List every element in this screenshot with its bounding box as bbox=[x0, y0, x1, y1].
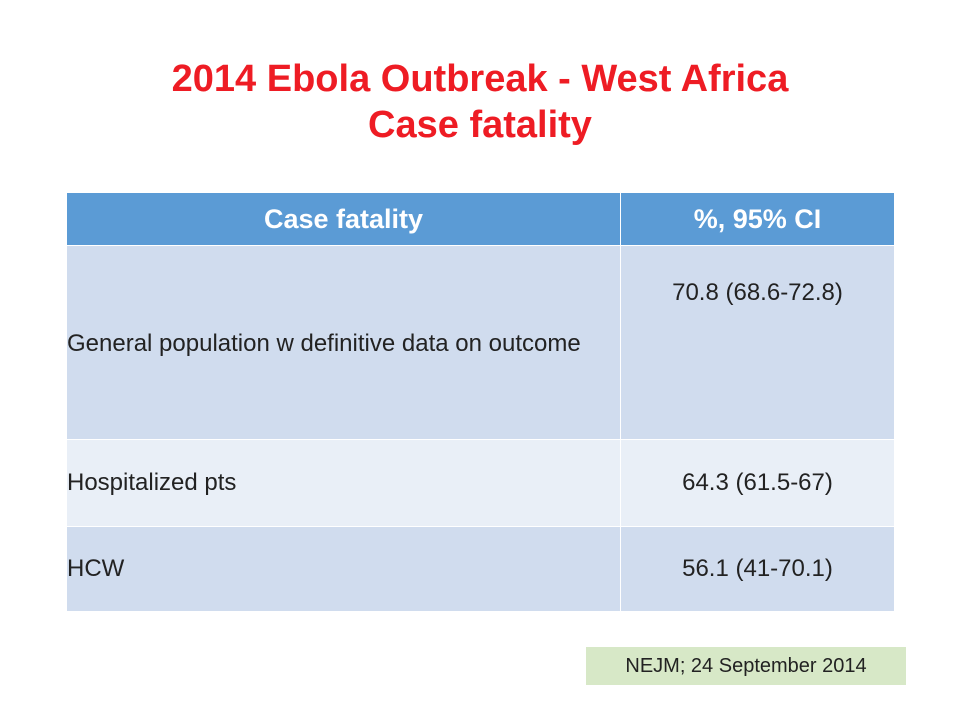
source-citation: NEJM; 24 September 2014 bbox=[586, 647, 906, 685]
slide-title-line-2: Case fatality bbox=[368, 104, 592, 146]
slide-title-line-1: 2014 Ebola Outbreak - West Africa bbox=[171, 58, 789, 100]
row-label: General population w definitive data on … bbox=[66, 245, 621, 440]
table-row: Hospitalized pts 64.3 (61.5-67) bbox=[66, 439, 895, 527]
row-value: 56.1 (41-70.1) bbox=[620, 526, 895, 612]
case-fatality-table: Case fatality %, 95% CI General populati… bbox=[66, 192, 895, 612]
row-label: HCW bbox=[66, 526, 621, 612]
row-value: 64.3 (61.5-67) bbox=[620, 439, 895, 527]
slide-title: 2014 Ebola Outbreak - West Africa Case f… bbox=[0, 56, 960, 148]
row-label: Hospitalized pts bbox=[66, 439, 621, 527]
column-header-case-fatality: Case fatality bbox=[66, 192, 621, 246]
column-header-percent-ci: %, 95% CI bbox=[620, 192, 895, 246]
table-row: General population w definitive data on … bbox=[66, 245, 895, 440]
row-value: 70.8 (68.6-72.8) bbox=[620, 245, 895, 440]
table-row: HCW 56.1 (41-70.1) bbox=[66, 526, 895, 612]
table-header-row: Case fatality %, 95% CI bbox=[66, 192, 895, 246]
